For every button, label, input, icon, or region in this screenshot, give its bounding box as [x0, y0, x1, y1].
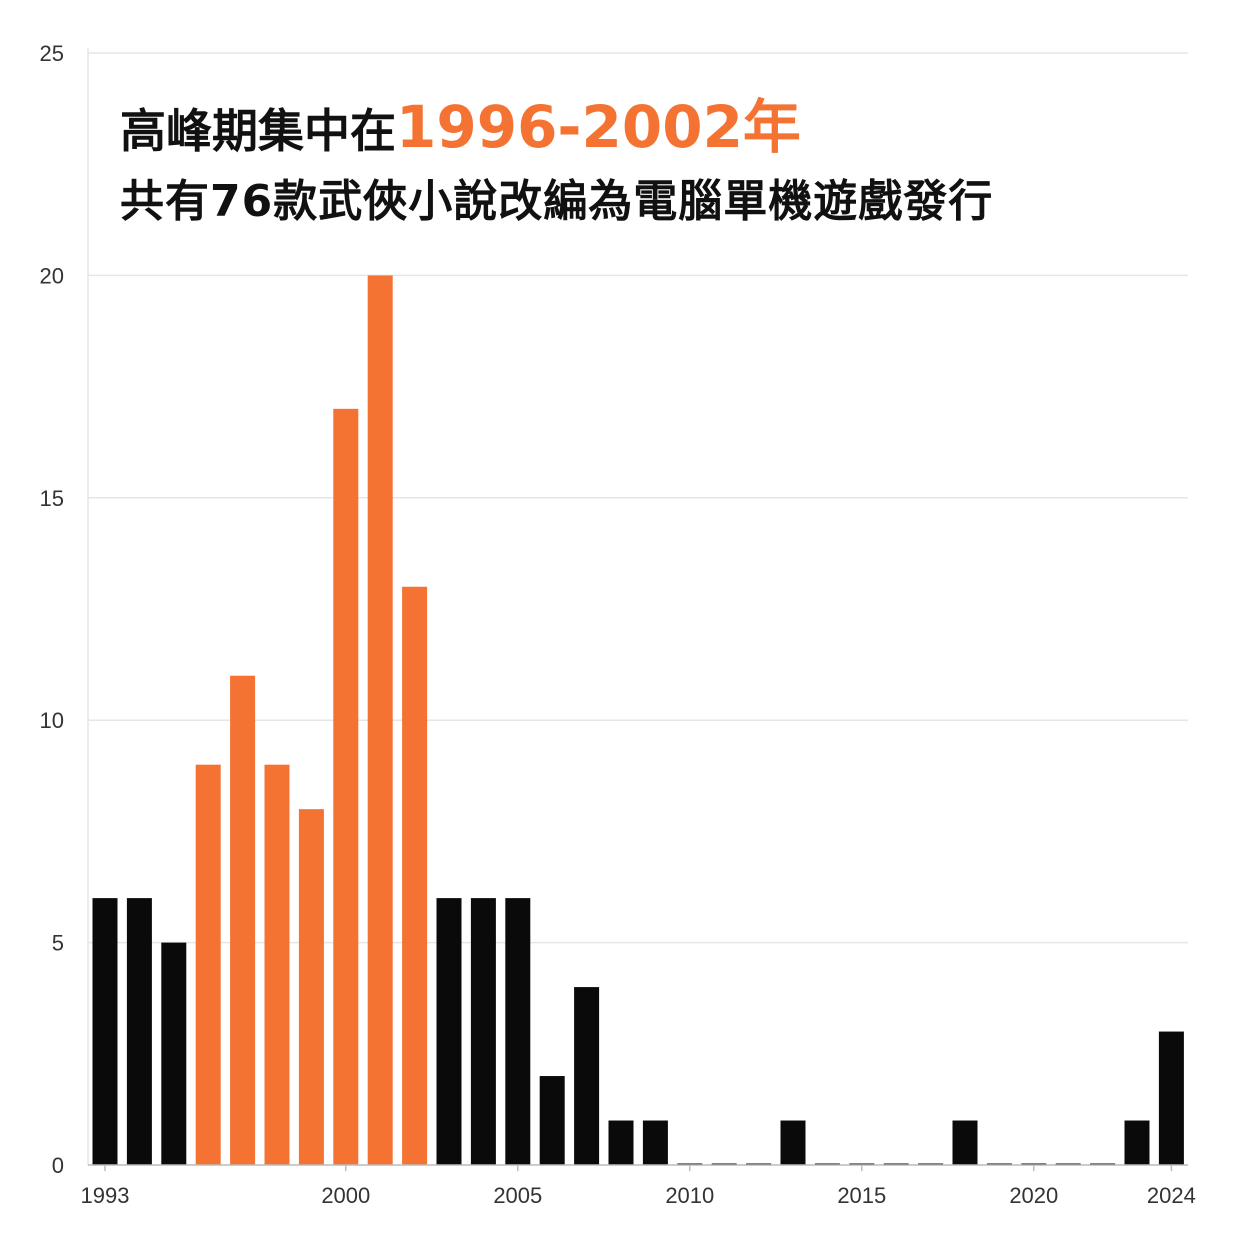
chart-title: 高峰期集中在1996-2002年 共有76款武俠小說改編為電腦單機遊戲發行 — [120, 88, 993, 234]
bar-2001 — [367, 275, 393, 1165]
bar-1998 — [264, 764, 290, 1165]
title-prefix: 高峰期集中在 — [120, 104, 396, 158]
x-tick-label-2020: 2020 — [1009, 1183, 1058, 1208]
bars — [92, 275, 1184, 1166]
bar-2023 — [1124, 1120, 1150, 1165]
bar-1999 — [298, 809, 324, 1165]
bar-2007 — [574, 987, 600, 1165]
bar-1997 — [230, 675, 256, 1165]
bar-2004 — [470, 898, 496, 1165]
y-tick-label-0: 0 — [52, 1153, 64, 1178]
bar-2005 — [505, 898, 531, 1165]
title-highlight: 1996-2002年 — [396, 93, 801, 161]
y-tick-labels: 0 5 10 15 20 25 — [40, 41, 64, 1178]
bar-2008 — [608, 1120, 634, 1165]
axes — [87, 48, 1188, 1171]
bar-2003 — [436, 898, 462, 1165]
bar-1994 — [126, 898, 152, 1165]
y-tick-label-25: 25 — [40, 41, 64, 66]
y-tick-label-5: 5 — [52, 931, 64, 956]
x-tick-label-2015: 2015 — [837, 1183, 886, 1208]
bar-2024 — [1158, 1031, 1184, 1165]
bar-2002 — [402, 586, 428, 1165]
bar-2018 — [952, 1120, 978, 1165]
y-tick-label-20: 20 — [40, 263, 64, 288]
title-line-1: 高峰期集中在1996-2002年 — [120, 88, 993, 170]
y-tick-label-15: 15 — [40, 486, 64, 511]
bar-2000 — [333, 408, 359, 1166]
bar-1995 — [161, 942, 187, 1165]
bar-2009 — [642, 1120, 668, 1165]
x-tick-label-1993: 1993 — [81, 1183, 130, 1208]
x-tick-label-2005: 2005 — [493, 1183, 542, 1208]
x-tick-labels: 1993 2000 2005 2010 2015 2020 2024 — [81, 1183, 1196, 1208]
x-tick-label-2010: 2010 — [665, 1183, 714, 1208]
x-tick-label-2024: 2024 — [1147, 1183, 1196, 1208]
x-tick-label-2000: 2000 — [321, 1183, 370, 1208]
bar-1993 — [92, 898, 118, 1165]
bar-2013 — [780, 1120, 806, 1165]
bar-2006 — [539, 1076, 565, 1165]
grid-lines — [88, 52, 1188, 944]
bar-1996 — [195, 764, 221, 1165]
y-tick-label-10: 10 — [40, 708, 64, 733]
chart-subtitle: 共有76款武俠小說改編為電腦單機遊戲發行 — [120, 176, 994, 227]
